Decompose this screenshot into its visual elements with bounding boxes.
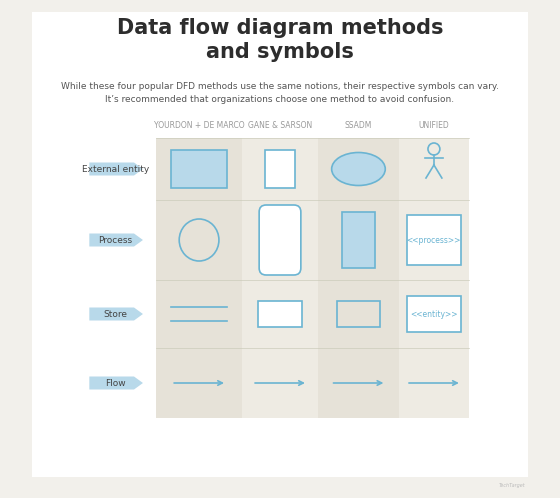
FancyBboxPatch shape xyxy=(171,150,227,188)
Bar xyxy=(32,12,528,477)
Bar xyxy=(318,138,399,418)
FancyBboxPatch shape xyxy=(407,296,461,332)
Text: GANE & SARSON: GANE & SARSON xyxy=(248,121,312,130)
FancyArrow shape xyxy=(90,162,143,175)
FancyArrow shape xyxy=(90,376,143,389)
Text: UNIFIED: UNIFIED xyxy=(418,121,449,130)
Text: SSADM: SSADM xyxy=(345,121,372,130)
Text: While these four popular DFD methods use the same notions, their respective symb: While these four popular DFD methods use… xyxy=(61,82,499,104)
FancyBboxPatch shape xyxy=(265,150,295,188)
Text: TechTarget: TechTarget xyxy=(498,483,525,488)
FancyBboxPatch shape xyxy=(407,215,461,265)
Bar xyxy=(399,138,469,418)
FancyBboxPatch shape xyxy=(258,301,302,327)
Text: Process: Process xyxy=(98,236,132,245)
Text: Data flow diagram methods
and symbols: Data flow diagram methods and symbols xyxy=(116,18,444,62)
FancyArrow shape xyxy=(90,234,143,247)
Text: External entity: External entity xyxy=(82,164,149,173)
Text: Flow: Flow xyxy=(105,378,125,387)
Bar xyxy=(156,138,242,418)
FancyBboxPatch shape xyxy=(259,205,301,275)
FancyBboxPatch shape xyxy=(342,212,375,268)
FancyArrow shape xyxy=(90,307,143,321)
Text: <<entity>>: <<entity>> xyxy=(410,309,458,319)
Text: Store: Store xyxy=(103,309,127,319)
Ellipse shape xyxy=(332,152,385,185)
Text: <<process>>: <<process>> xyxy=(407,236,461,245)
Text: YOURDON + DE MARCO: YOURDON + DE MARCO xyxy=(154,121,244,130)
Bar xyxy=(242,138,318,418)
